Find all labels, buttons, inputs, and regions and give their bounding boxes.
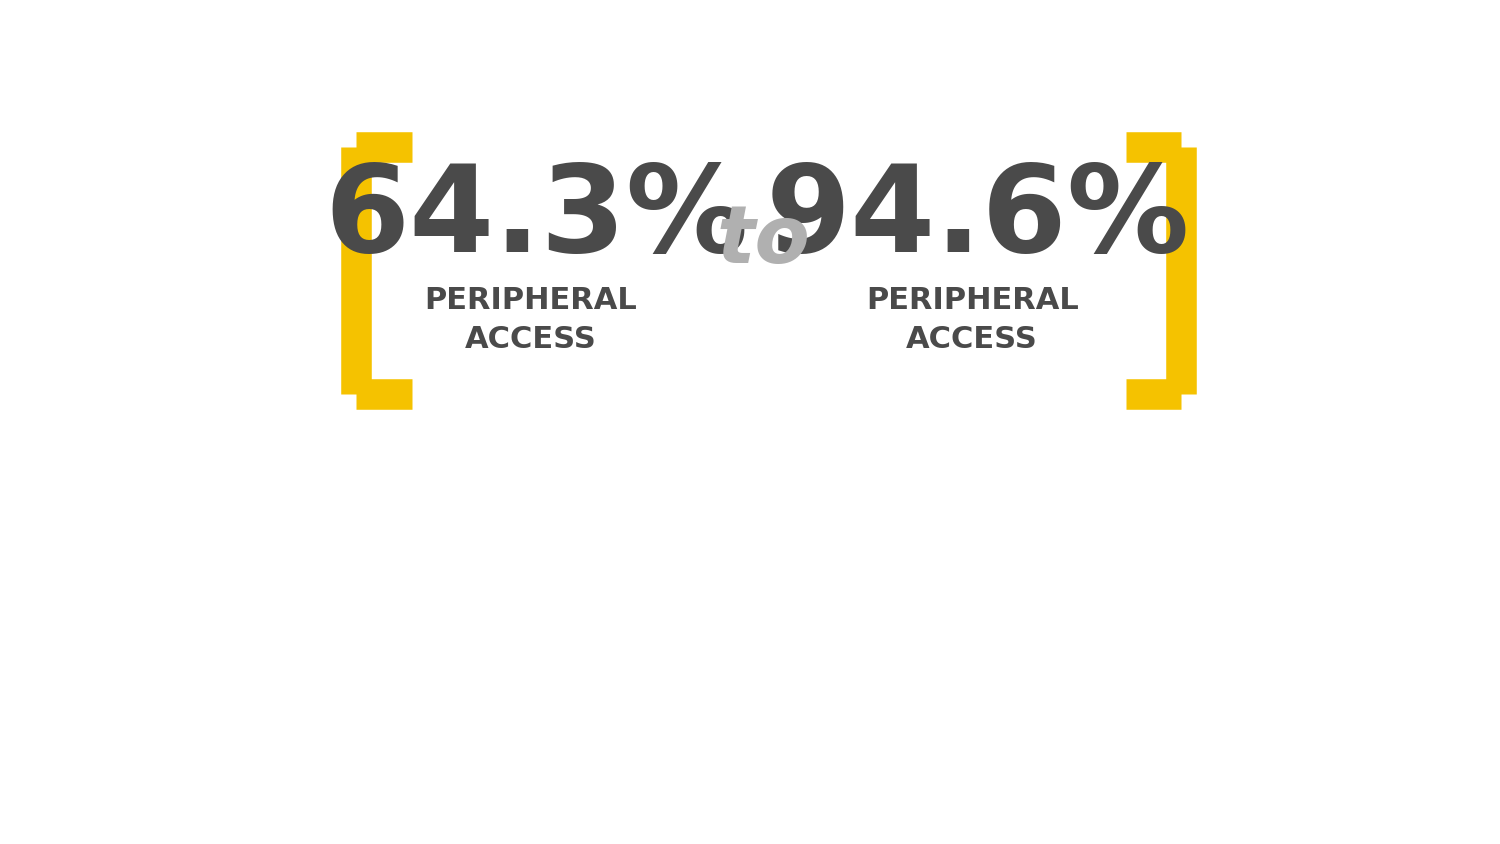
Text: PERIPHERAL
ACCESS: PERIPHERAL ACCESS [424, 286, 638, 354]
Text: 64.3%: 64.3% [324, 160, 748, 277]
Text: to: to [716, 202, 810, 280]
Text: PERIPHERAL
ACCESS: PERIPHERAL ACCESS [865, 286, 1078, 354]
Text: 94.6%: 94.6% [766, 160, 1190, 277]
